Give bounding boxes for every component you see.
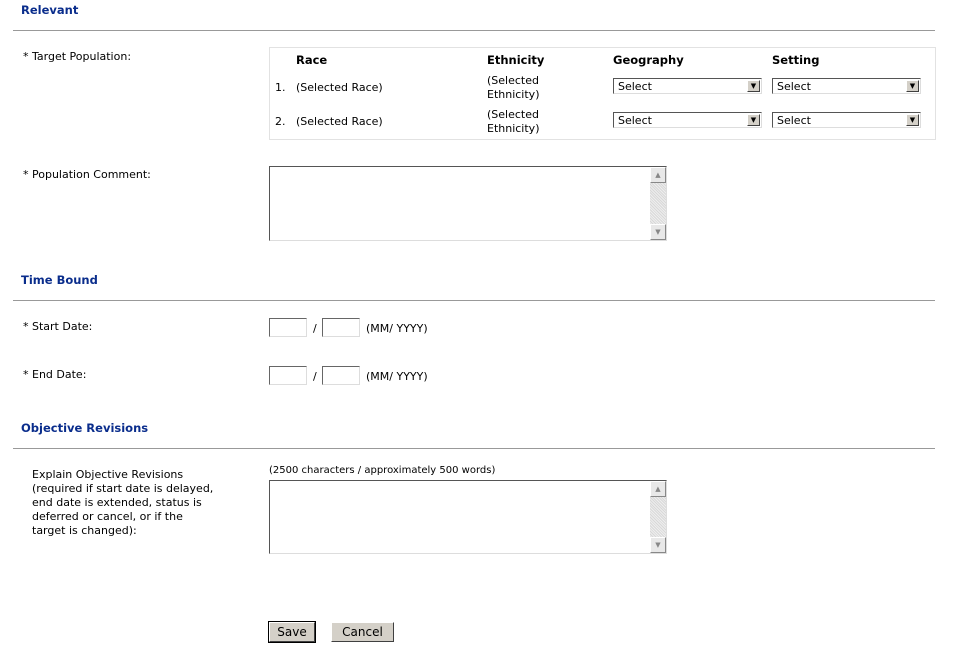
end-year-input[interactable] bbox=[322, 366, 360, 385]
population-comment-textarea[interactable]: ▲ ▼ bbox=[269, 166, 667, 241]
label-line: (required if start date is delayed, bbox=[32, 482, 214, 495]
divider bbox=[13, 448, 935, 449]
explain-revisions-label: Explain Objective Revisions (required if… bbox=[32, 468, 213, 538]
select-value: Select bbox=[618, 80, 652, 93]
select-value: Select bbox=[777, 80, 811, 93]
divider bbox=[13, 300, 935, 301]
dropdown-arrow-icon[interactable]: ▼ bbox=[747, 114, 760, 126]
character-limit-hint: (2500 characters / approximately 500 wor… bbox=[269, 465, 496, 476]
section-relevant: Relevant bbox=[21, 3, 79, 17]
scrollbar[interactable]: ▲ ▼ bbox=[650, 481, 666, 553]
dropdown-arrow-icon[interactable]: ▼ bbox=[906, 80, 919, 92]
section-objective-revisions: Objective Revisions bbox=[21, 421, 149, 435]
label-line: Explain Objective Revisions bbox=[32, 468, 184, 481]
select-value: Select bbox=[618, 114, 652, 127]
label-line: target is changed): bbox=[32, 524, 137, 537]
header-geography: Geography bbox=[613, 53, 684, 67]
scroll-up-icon[interactable]: ▲ bbox=[650, 481, 666, 497]
start-date-label: * Start Date: bbox=[23, 320, 93, 333]
end-date-label: * End Date: bbox=[23, 368, 87, 381]
setting-select[interactable]: Select ▼ bbox=[772, 112, 921, 128]
scrollbar[interactable]: ▲ ▼ bbox=[650, 167, 666, 240]
race-value: (Selected Race) bbox=[296, 115, 383, 128]
row-number: 1. bbox=[275, 81, 286, 94]
label-line: end date is extended, status is bbox=[32, 496, 202, 509]
ethnicity-value: Ethnicity) bbox=[487, 88, 540, 101]
cancel-button[interactable]: Cancel bbox=[331, 622, 394, 642]
population-comment-label: * Population Comment: bbox=[23, 168, 151, 181]
ethnicity-value: (Selected bbox=[487, 74, 539, 87]
target-population-table: Race Ethnicity Geography Setting 1. (Sel… bbox=[269, 47, 936, 140]
dropdown-arrow-icon[interactable]: ▼ bbox=[747, 80, 760, 92]
explain-revisions-textarea[interactable]: ▲ ▼ bbox=[269, 480, 667, 554]
geography-select[interactable]: Select ▼ bbox=[613, 112, 762, 128]
scroll-down-icon[interactable]: ▼ bbox=[650, 224, 666, 240]
race-value: (Selected Race) bbox=[296, 81, 383, 94]
target-population-label: * Target Population: bbox=[23, 50, 132, 63]
setting-select[interactable]: Select ▼ bbox=[772, 78, 921, 94]
geography-select[interactable]: Select ▼ bbox=[613, 78, 762, 94]
divider bbox=[13, 30, 935, 31]
dropdown-arrow-icon[interactable]: ▼ bbox=[906, 114, 919, 126]
end-month-input[interactable] bbox=[269, 366, 307, 385]
ethnicity-value: (Selected bbox=[487, 108, 539, 121]
row-number: 2. bbox=[275, 115, 286, 128]
start-month-input[interactable] bbox=[269, 318, 307, 337]
date-separator: / bbox=[313, 370, 317, 383]
start-year-input[interactable] bbox=[322, 318, 360, 337]
header-race: Race bbox=[296, 53, 328, 67]
save-button[interactable]: Save bbox=[268, 621, 316, 643]
select-value: Select bbox=[777, 114, 811, 127]
date-separator: / bbox=[313, 322, 317, 335]
label-line: deferred or cancel, or if the bbox=[32, 510, 183, 523]
date-format-hint: (MM/ YYYY) bbox=[366, 322, 428, 335]
section-time-bound: Time Bound bbox=[21, 273, 98, 287]
ethnicity-value: Ethnicity) bbox=[487, 122, 540, 135]
header-setting: Setting bbox=[772, 53, 820, 67]
date-format-hint: (MM/ YYYY) bbox=[366, 370, 428, 383]
header-ethnicity: Ethnicity bbox=[487, 53, 545, 67]
scroll-down-icon[interactable]: ▼ bbox=[650, 537, 666, 553]
scroll-up-icon[interactable]: ▲ bbox=[650, 167, 666, 183]
